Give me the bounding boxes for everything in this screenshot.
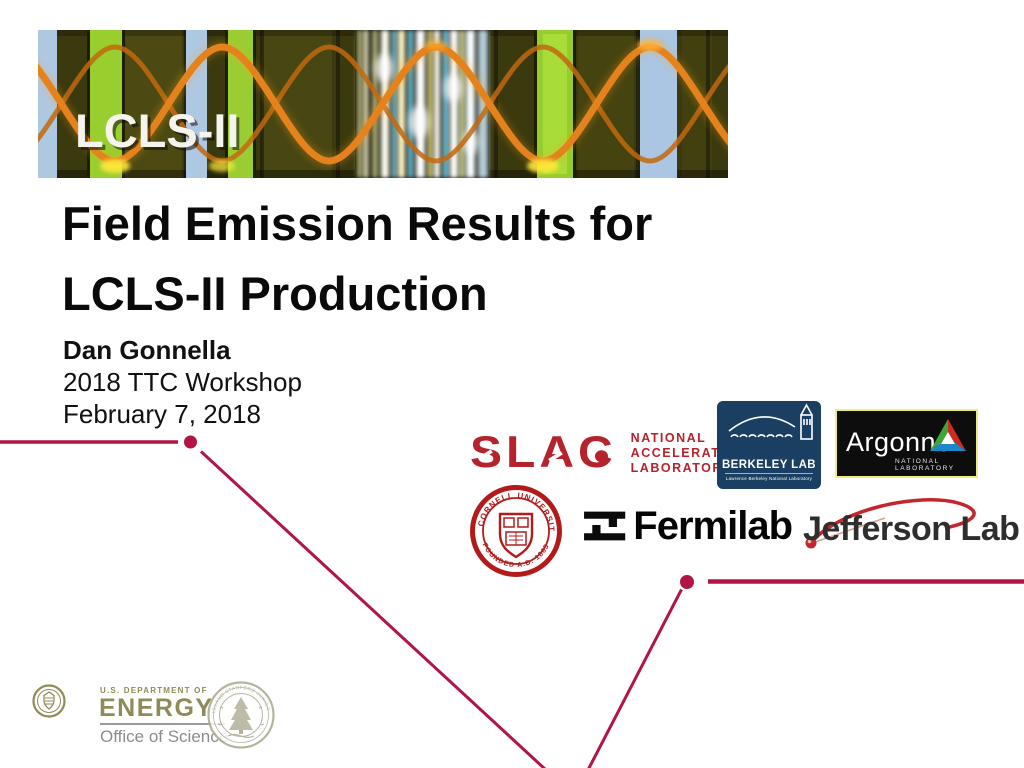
- jefferson-swoosh-icon: [805, 498, 976, 549]
- berkeley-lab-title: BERKELEY LAB: [721, 459, 817, 471]
- berkeley-lab-subtitle: Lawrence Berkeley National Laboratory: [725, 473, 813, 481]
- decor-diagonal-up: [587, 588, 683, 768]
- argonne-wordmark: Argonne: [846, 427, 952, 457]
- doe-office-of-science-logo: U.S. DEPARTMENT OF ENERGY Office of Scie…: [32, 682, 232, 748]
- fermilab-symbol-icon: [584, 511, 626, 541]
- decor-dot-right: [680, 575, 694, 589]
- author-block: Dan Gonnella 2018 TTC Workshop February …: [63, 334, 483, 430]
- doe-seal-icon: [32, 684, 66, 718]
- banner-glow-accents: [100, 39, 663, 173]
- slac-wordmark: SLAC: [470, 428, 617, 477]
- event-date: February 7, 2018: [63, 399, 262, 429]
- slac-c-dot: [594, 450, 608, 463]
- doe-office-text: Office of Science: [100, 727, 229, 746]
- jefferson-wordmark: Jefferson Lab: [803, 510, 1020, 548]
- banner-label-shadow: LCLS-II: [78, 107, 242, 160]
- fermilab-wordmark: Fermilab: [633, 503, 793, 548]
- fermilab-logo: Fermilab: [582, 501, 793, 551]
- banner-sine-waves: [38, 40, 728, 168]
- doe-divider-line: [100, 723, 225, 725]
- banner-label: LCLS-II: [75, 104, 239, 157]
- author-name: Dan Gonnella: [63, 335, 231, 365]
- stanford-university-seal: LELAND STANFORD JUNIOR UNIVERSITY: [206, 680, 275, 749]
- slac-subtitle: NATIONAL ACCELERATOR LABORATORY: [630, 430, 742, 475]
- berkeley-lab-logo: BERKELEY LAB Lawrence Berkeley National …: [717, 401, 821, 489]
- argonne-logo: Argonne NATIONAL LABORATORY: [835, 409, 978, 478]
- slac-logo: SLAC NATIONAL ACCELERATOR LABORATORY: [470, 424, 740, 482]
- cornell-university-seal: CORNELL UNIVERSITY FOUNDED A.D. 1865: [470, 485, 562, 577]
- event-name: 2018 TTC Workshop: [63, 367, 302, 397]
- berkeley-lab-art-icon: [728, 403, 813, 440]
- doe-dept-text: U.S. DEPARTMENT OF: [100, 686, 208, 695]
- decor-dot-left: [184, 435, 197, 449]
- lcls2-banner-image: LCLS-II LCLS-II: [38, 30, 728, 178]
- argonne-subtitle: NATIONAL LABORATORY: [895, 458, 955, 472]
- jefferson-lab-logo: Jefferson Lab: [795, 498, 1021, 554]
- doe-energy-text: ENERGY: [99, 694, 214, 722]
- argonne-triangle-icon: [930, 419, 966, 451]
- slide-title: Field Emission Results for LCLS-II Produ…: [62, 197, 653, 320]
